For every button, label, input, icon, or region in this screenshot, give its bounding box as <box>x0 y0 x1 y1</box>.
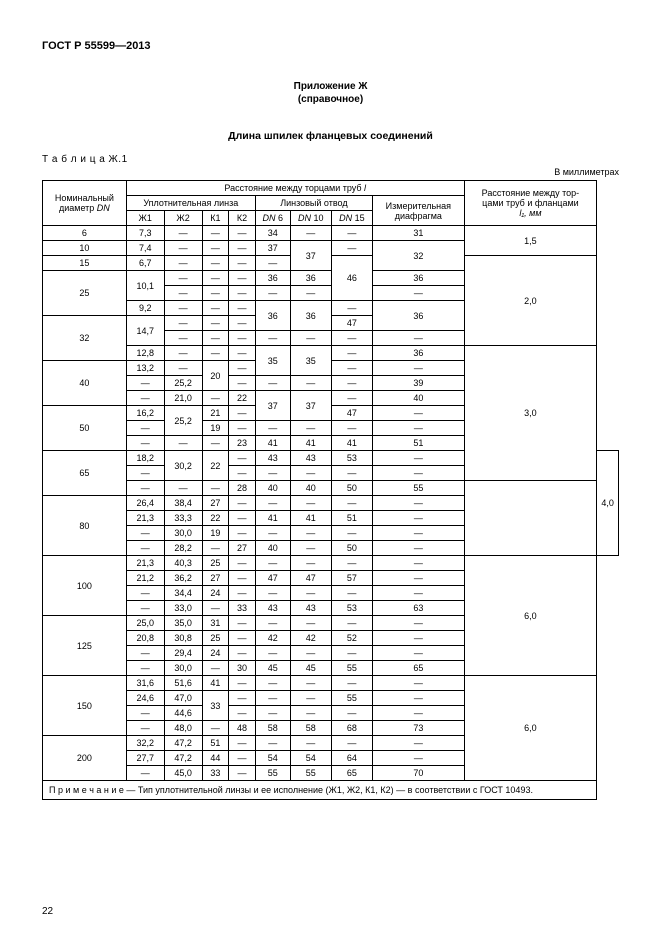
doc-title: Длина шпилек фланцевых соединений <box>42 130 619 142</box>
data-table: Номинальныйдиаметр DN Расстояние между т… <box>42 180 619 800</box>
appendix-block: Приложение Ж (справочное) <box>42 80 619 106</box>
appendix-line1: Приложение Ж <box>42 80 619 93</box>
page-number: 22 <box>42 906 53 917</box>
table-label: Т а б л и ц а Ж.1 <box>42 154 619 165</box>
appendix-line2: (справочное) <box>42 93 619 106</box>
unit-label: В миллиметрах <box>42 167 619 177</box>
doc-standard: ГОСТ Р 55599—2013 <box>42 40 619 52</box>
